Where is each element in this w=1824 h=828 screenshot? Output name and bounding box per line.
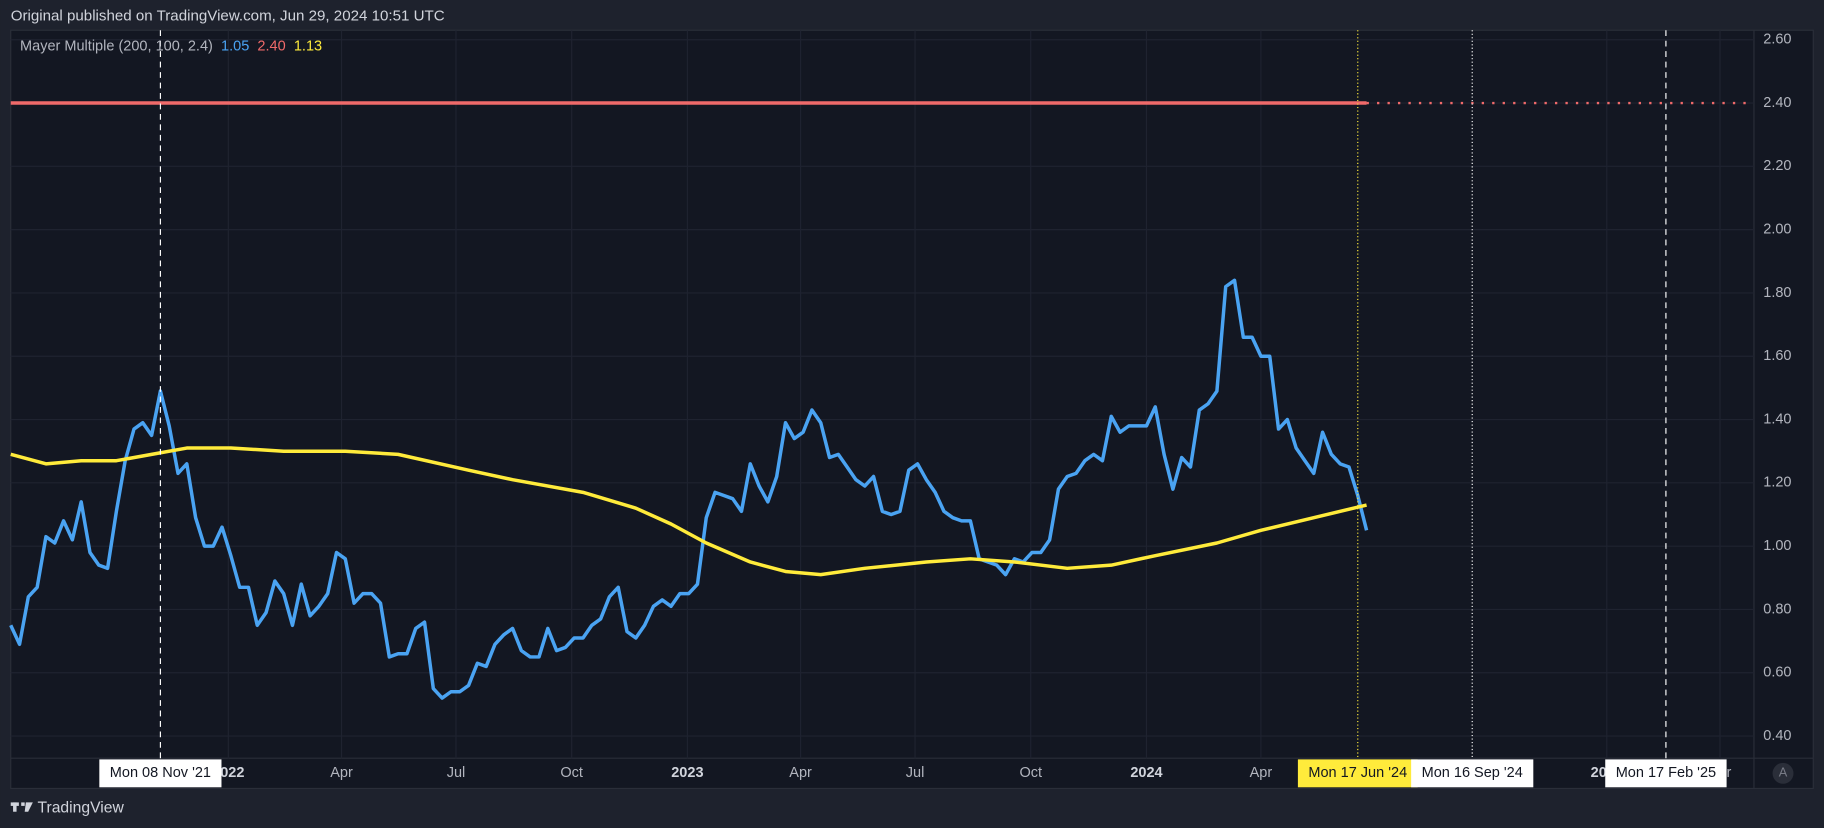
marker-box (99, 759, 222, 788)
x-tick-label: 2024 (1130, 765, 1162, 781)
y-tick-label: 2.60 (1763, 32, 1791, 48)
legend-title: Mayer Multiple (200, 100, 2.4) (20, 38, 213, 54)
auto-scale-button[interactable] (1772, 762, 1794, 784)
x-tick-label: Apr (330, 765, 353, 781)
marker-box (1297, 759, 1418, 788)
x-tick-label: Oct (1019, 765, 1042, 781)
y-tick-label: 1.80 (1763, 285, 1791, 301)
y-tick-label: 2.00 (1763, 221, 1791, 237)
marker-box (1411, 759, 1534, 788)
y-tick-label: 1.40 (1763, 411, 1791, 427)
footer: TradingView (37, 799, 124, 816)
x-tick-label: Jul (447, 765, 466, 781)
x-tick-label: 2023 (671, 765, 703, 781)
y-tick-label: 0.40 (1763, 728, 1791, 744)
series-line (9, 278, 1369, 700)
x-tick-label: Apr (789, 765, 812, 781)
y-tick-label: 1.60 (1763, 348, 1791, 364)
x-tick-label: Oct (560, 765, 583, 781)
series-line (10, 446, 1367, 577)
y-tick-label: 2.40 (1763, 95, 1791, 111)
y-tick-label: 0.80 (1763, 601, 1791, 617)
tv-logo (10, 802, 33, 812)
chart-frame (10, 29, 1814, 790)
auto-scale-label[interactable]: A (1779, 765, 1788, 780)
y-tick-label: 0.60 (1763, 665, 1791, 681)
marker-label: Mon 08 Nov '21 (110, 765, 211, 781)
x-tick-label: Jul (906, 765, 925, 781)
header: Original published on TradingView.com, J… (11, 7, 445, 24)
x-tick-label: Apr (1250, 765, 1273, 781)
marker-label: Mon 17 Feb '25 (1616, 765, 1716, 781)
legend-value: 1.05 (221, 38, 249, 54)
y-tick-label: 1.20 (1763, 475, 1791, 491)
marker-label: Mon 16 Sep '24 (1422, 765, 1523, 781)
legend-value: 1.13 (294, 38, 322, 54)
y-tick-label: 2.20 (1763, 158, 1791, 174)
legend-value: 2.40 (257, 38, 285, 54)
marker-label: Mon 17 Jun '24 (1308, 765, 1407, 781)
marker-box (1605, 759, 1727, 788)
y-tick-label: 1.00 (1763, 538, 1791, 554)
